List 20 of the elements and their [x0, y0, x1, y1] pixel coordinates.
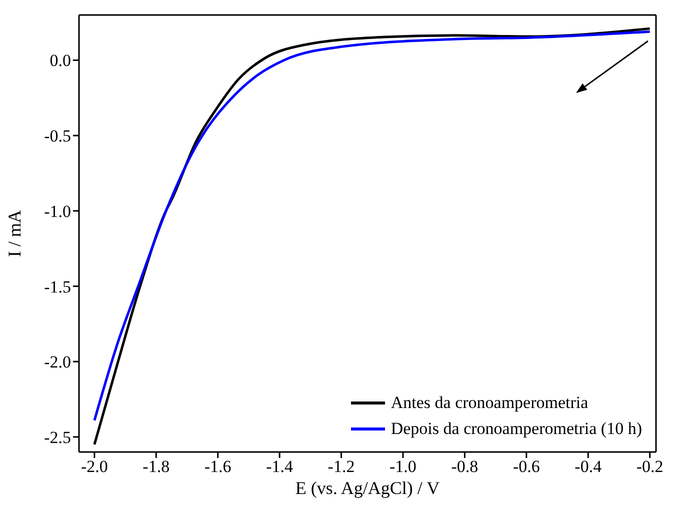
x-axis-title: E (vs. Ag/AgCl) / V — [295, 478, 440, 498]
legend-label: Depois da cronoamperometria (10 h) — [390, 418, 642, 440]
x-tick-label: -1.0 — [390, 457, 416, 476]
x-tick-label: -1.8 — [142, 457, 170, 476]
x-tick-label: -0.6 — [512, 457, 540, 476]
y-tick-label: 0.0 — [50, 51, 71, 70]
y-tick-label: -2.0 — [44, 352, 71, 372]
y-tick-label: -1.0 — [44, 202, 71, 221]
y-tick-label: -0.5 — [44, 126, 71, 146]
x-tick-label: -0.8 — [451, 457, 478, 476]
x-tick-label: -2.0 — [80, 457, 108, 476]
x-tick-label: -0.2 — [636, 457, 664, 476]
x-tick-label: -1.4 — [266, 457, 294, 476]
y-tick-label: -2.5 — [44, 428, 71, 447]
y-axis-title: I / mA — [4, 210, 24, 257]
y-tick-label: -1.5 — [44, 277, 71, 296]
x-tick-label: -1.6 — [204, 457, 232, 476]
x-tick-label: -0.4 — [574, 457, 602, 476]
legend-label: Antes da cronoamperometria — [390, 392, 588, 414]
x-tick-label: -1.2 — [328, 457, 355, 476]
